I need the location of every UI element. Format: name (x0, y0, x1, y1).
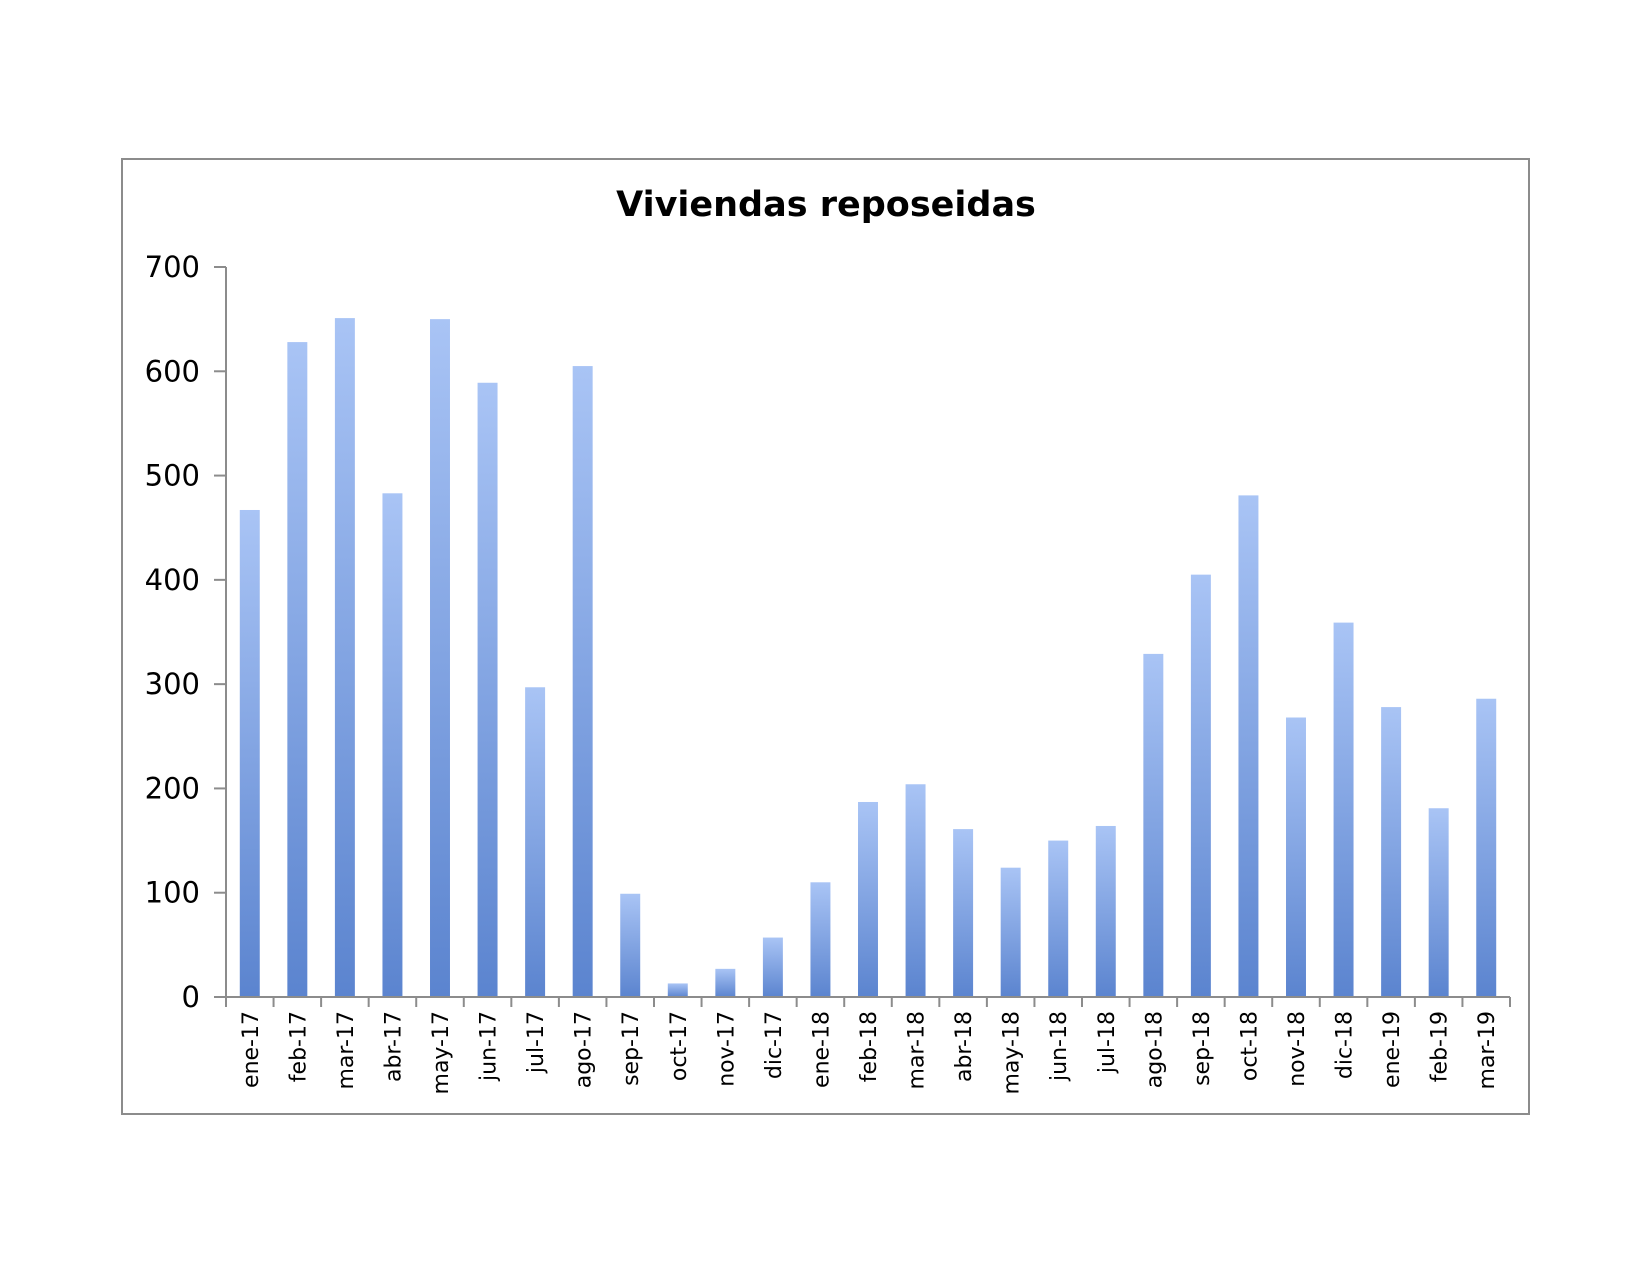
x-category-label: jul-18 (1095, 1011, 1120, 1074)
bar-ene-18 (810, 882, 831, 997)
x-category-label: feb-17 (286, 1011, 311, 1082)
x-category-label: sep-18 (1190, 1011, 1215, 1086)
chart-title: Viviendas reposeidas (616, 185, 1036, 225)
bar-ene-17 (239, 509, 260, 997)
x-axis-category-labels: ene-17 feb-17 mar-17 abr-17 may-17 jun-17 jul-… (239, 1011, 1500, 1094)
axes-group (214, 266, 1511, 1007)
x-category-label: nov-17 (714, 1011, 739, 1087)
x-category-label: jun-17 (477, 1011, 502, 1082)
x-category-label: ago-17 (572, 1011, 597, 1088)
bar-jun-18 (1048, 840, 1069, 997)
bar-ago-17 (572, 366, 593, 997)
x-category-label: feb-18 (857, 1011, 882, 1082)
x-category-label: mar-18 (905, 1011, 930, 1089)
x-category-label: ene-17 (239, 1011, 264, 1088)
bar-nov-17 (715, 968, 736, 997)
x-category-label: abr-18 (952, 1011, 977, 1082)
bar-mar-17 (334, 318, 355, 998)
bar-feb-17 (287, 342, 308, 998)
bar-ene-19 (1381, 707, 1402, 997)
x-category-label: ene-18 (809, 1011, 834, 1088)
bar-ago-18 (1143, 653, 1164, 997)
bar-jun-17 (477, 382, 498, 997)
bar-mar-19 (1476, 698, 1497, 997)
bar-may-18 (1000, 867, 1021, 997)
x-category-label: may-18 (1000, 1011, 1025, 1094)
x-category-label: dic-18 (1333, 1011, 1358, 1079)
bar-dic-18 (1333, 622, 1354, 997)
bar-abr-17 (382, 493, 403, 997)
bar-dic-17 (762, 937, 783, 997)
x-category-label: jul-17 (524, 1011, 549, 1074)
bar-may-17 (430, 319, 450, 997)
bar-feb-18 (858, 801, 878, 997)
y-axis-tick-labels: 0 100 200 300 400 500 600 700 (145, 250, 200, 1014)
y-tick-label: 200 (145, 771, 200, 805)
x-category-label: ago-18 (1142, 1011, 1167, 1088)
bar-oct-17 (667, 983, 688, 997)
x-category-label: mar-19 (1475, 1011, 1500, 1089)
bar-oct-18 (1238, 495, 1259, 997)
bar-abr-18 (953, 829, 974, 997)
x-category-label: jun-18 (1047, 1011, 1072, 1082)
y-tick-label: 600 (145, 354, 200, 388)
y-tick-label: 700 (145, 250, 200, 284)
y-tick-label: 500 (145, 459, 200, 493)
bar-jul-18 (1095, 825, 1116, 997)
x-category-label: nov-18 (1285, 1011, 1310, 1087)
x-category-label: mar-17 (334, 1011, 359, 1089)
x-category-label: abr-17 (381, 1011, 406, 1082)
bar-nov-18 (1286, 717, 1306, 997)
x-category-label: oct-18 (1237, 1011, 1262, 1081)
bars-group (239, 318, 1497, 998)
x-category-label: may-17 (429, 1011, 454, 1094)
y-tick-label: 100 (145, 876, 200, 910)
x-category-label: dic-17 (762, 1011, 787, 1079)
y-tick-label: 300 (145, 667, 200, 701)
y-tick-label: 0 (182, 980, 200, 1014)
x-category-label: ene-19 (1380, 1011, 1405, 1088)
y-tick-label: 400 (145, 563, 200, 597)
bar-jul-17 (525, 687, 546, 997)
bar-sep-17 (620, 893, 641, 997)
x-category-label: oct-17 (667, 1011, 692, 1081)
x-category-label: sep-17 (619, 1011, 644, 1086)
bar-mar-18 (905, 784, 926, 997)
bar-feb-19 (1428, 808, 1449, 997)
x-category-label: feb-19 (1428, 1011, 1453, 1082)
bar-sep-18 (1190, 574, 1211, 997)
